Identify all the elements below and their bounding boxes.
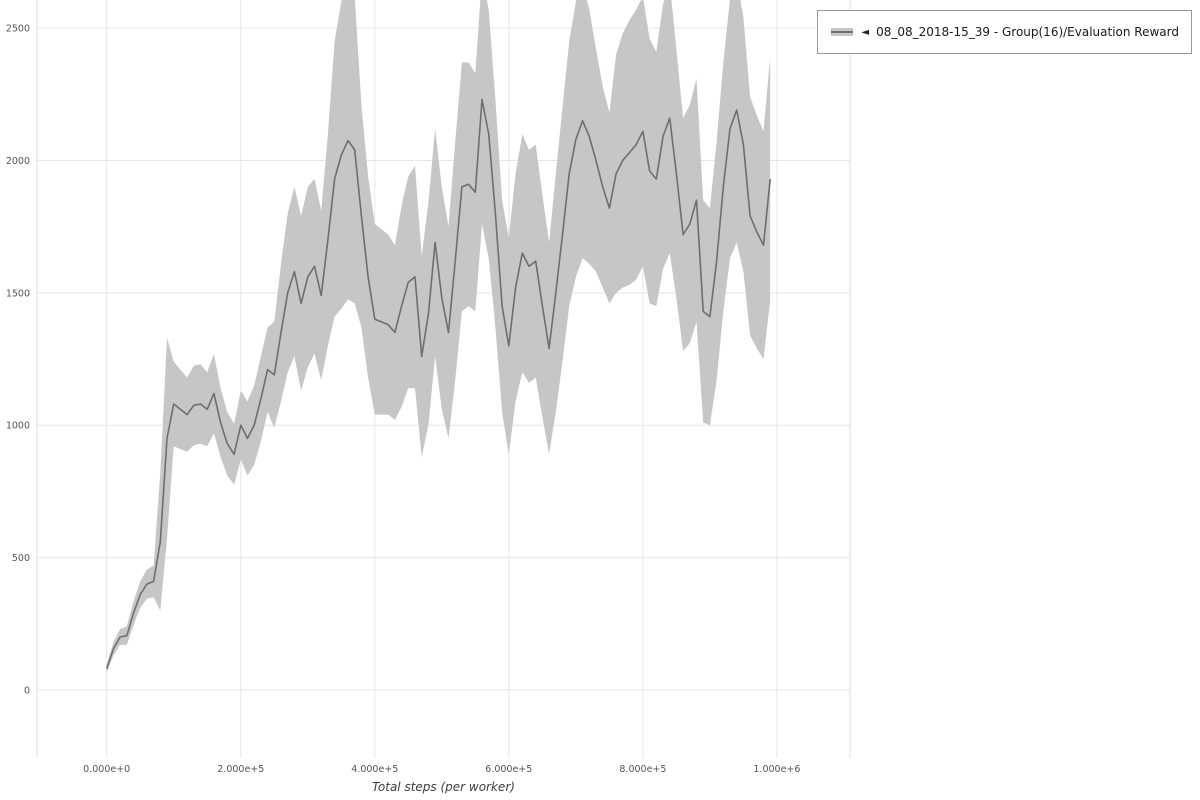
x-tick-label: 6.000e+5 bbox=[485, 764, 532, 775]
confidence-band bbox=[106, 0, 771, 673]
legend-collapse-icon[interactable]: ◄ bbox=[861, 26, 870, 38]
x-tick-label: 8.000e+5 bbox=[619, 764, 666, 775]
legend-band-line-icon bbox=[831, 28, 854, 36]
y-tick-label: 1500 bbox=[6, 288, 30, 299]
x-tick-label: 0.000e+0 bbox=[83, 764, 130, 775]
y-tick-label: 1000 bbox=[6, 421, 30, 432]
mean-reward-line bbox=[105, 98, 771, 670]
y-tick-label: 0 bbox=[24, 686, 30, 697]
x-tick-label: 4.000e+5 bbox=[351, 764, 398, 775]
legend-label: 08_08_2018-15_39 - Group(16)/Evaluation … bbox=[876, 25, 1179, 39]
y-tick-label: 2000 bbox=[6, 156, 30, 167]
x-axis-label: Total steps (per worker) bbox=[372, 780, 515, 794]
x-tick-label: 1.000e+6 bbox=[753, 764, 800, 775]
y-tick-label: 2500 bbox=[6, 24, 30, 35]
y-tick-label: 500 bbox=[12, 553, 30, 564]
legend-item[interactable]: ◄ 08_08_2018-15_39 - Group(16)/Evaluatio… bbox=[817, 10, 1192, 54]
x-tick-label: 2.000e+5 bbox=[217, 764, 264, 775]
